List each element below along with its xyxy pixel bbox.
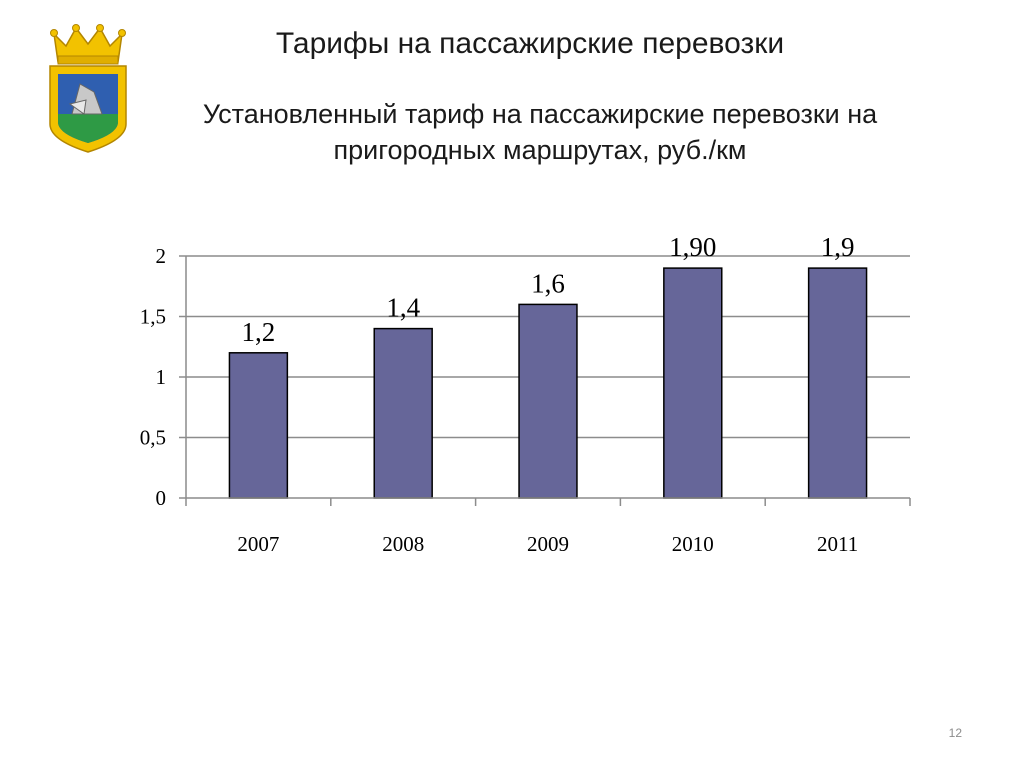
x-tick-label: 2009 — [527, 532, 569, 556]
slide-title: Тарифы на пассажирские перевозки — [275, 27, 785, 60]
y-tick-label: 1 — [156, 365, 167, 389]
x-tick-label: 2008 — [382, 532, 424, 556]
data-label-2007: 1,2 — [242, 317, 276, 347]
y-tick-label: 1,5 — [140, 305, 166, 329]
page-number: 12 — [948, 726, 962, 740]
x-tick-label: 2010 — [672, 532, 714, 556]
bar-2011 — [807, 267, 868, 499]
data-label-2010: 1,90 — [669, 232, 716, 262]
bar-chart: 0 0,5 1 1,5 2 1,2 2007 1,4 2008 1,6 2009 1,90 2010 1,… — [140, 232, 911, 556]
labels: 0 0,5 1 1,5 2 1,2 2007 1,4 2008 1,6 2009 1,90 2010 1,… — [140, 232, 858, 556]
y-tick-label: 2 — [156, 244, 167, 268]
coat-of-arms-logo — [49, 24, 127, 153]
chart-title: Установленный тариф на пассажирские пере… — [202, 99, 878, 165]
bar-2009 — [518, 303, 578, 499]
x-tick-label: 2007 — [237, 532, 279, 556]
y-tick-label: 0,5 — [140, 426, 166, 450]
bar-2010 — [663, 267, 723, 499]
axes — [179, 255, 911, 506]
data-label-2008: 1,4 — [386, 293, 420, 323]
y-tick-label: 0 — [156, 486, 167, 510]
data-label-2011: 1,9 — [821, 232, 855, 262]
x-tick-label: 2011 — [817, 532, 858, 556]
bar-2008 — [373, 327, 433, 499]
bar-2007 — [228, 352, 289, 499]
data-label-2009: 1,6 — [531, 268, 565, 298]
bars — [228, 267, 868, 499]
